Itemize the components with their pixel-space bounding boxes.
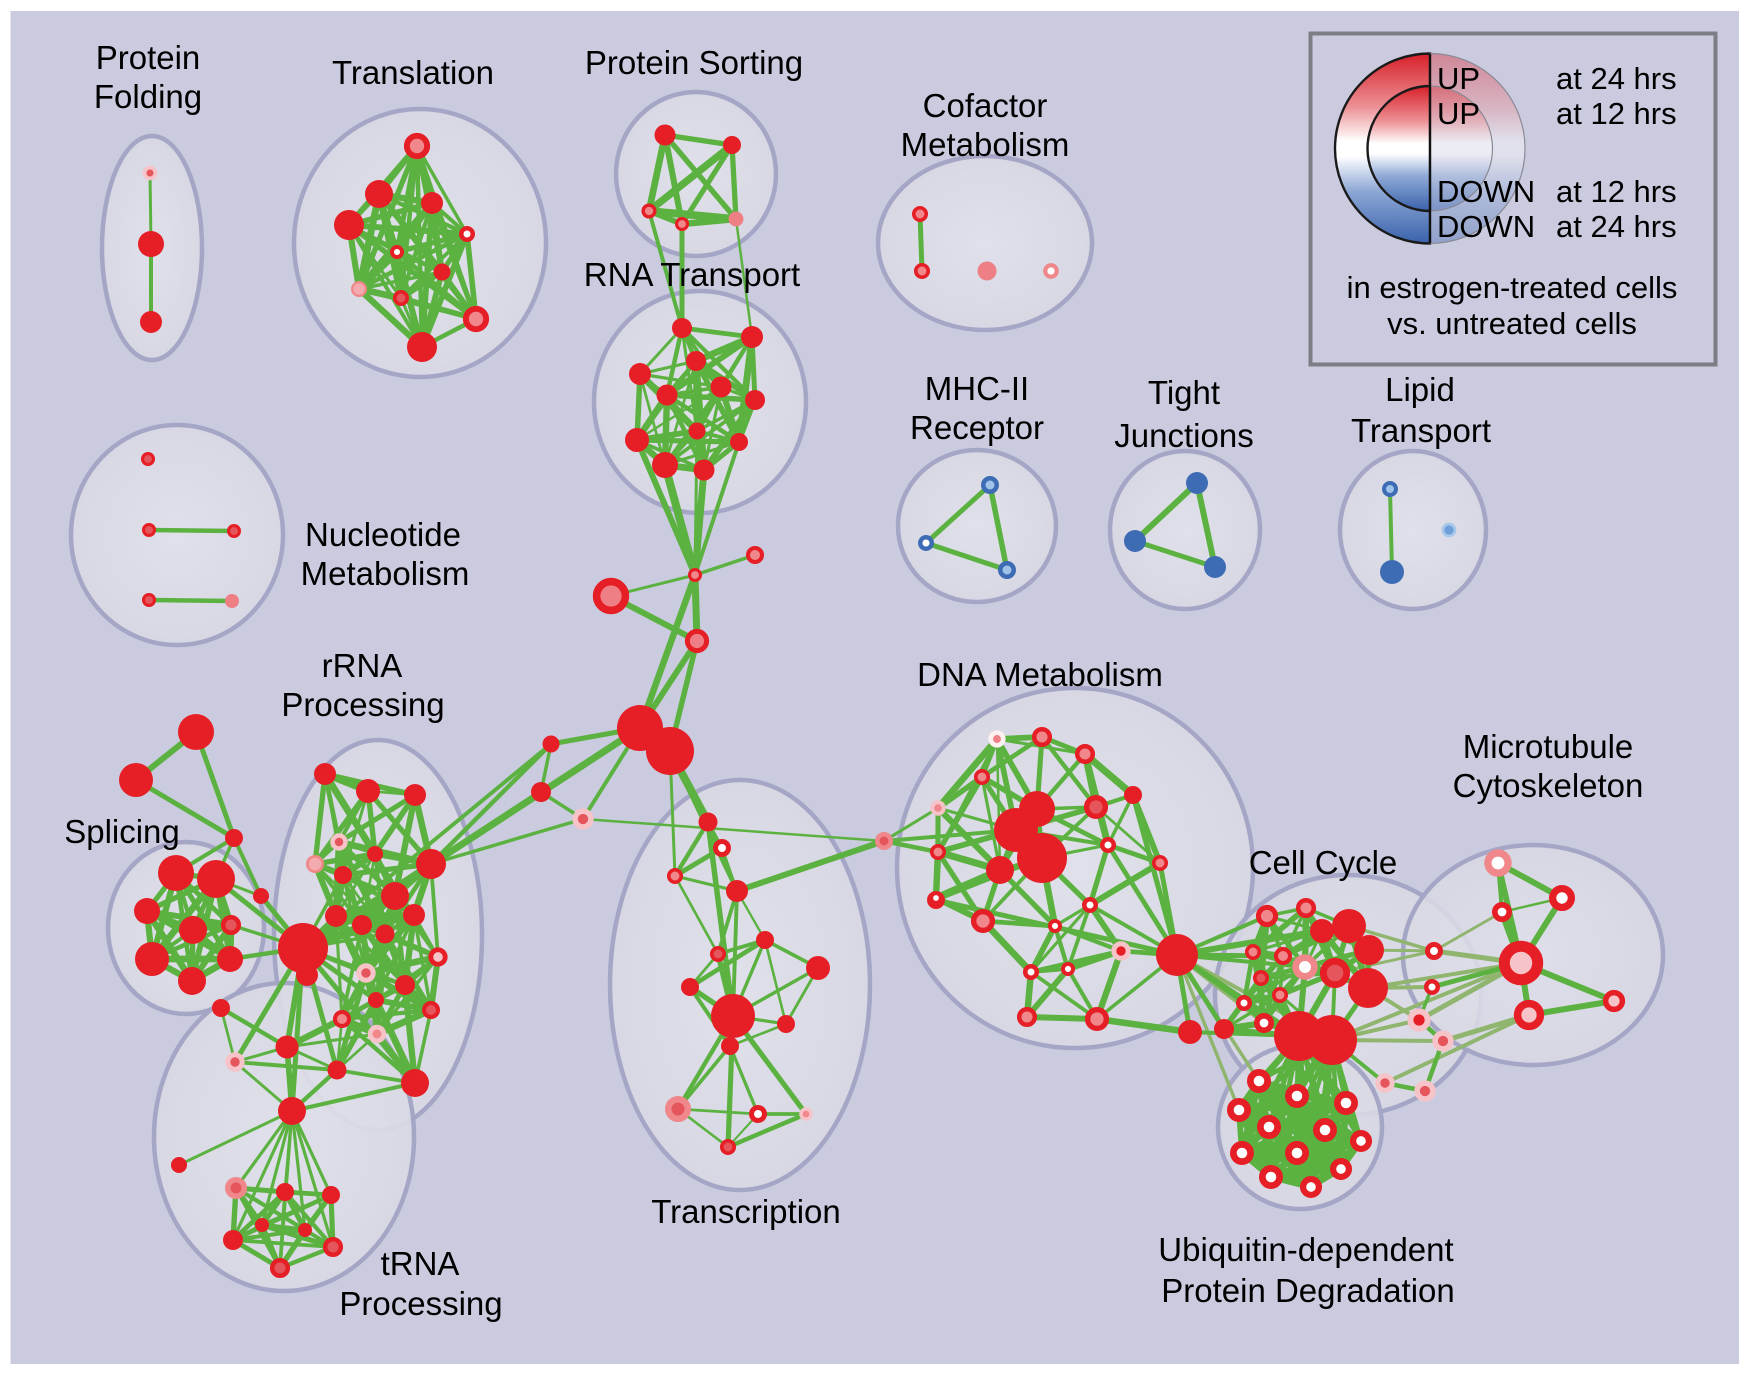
- svg-text:Protein Degradation: Protein Degradation: [1161, 1272, 1455, 1309]
- svg-text:UP: UP: [1437, 61, 1480, 96]
- svg-text:UP: UP: [1437, 96, 1480, 131]
- svg-text:Protein Sorting: Protein Sorting: [585, 44, 803, 81]
- svg-text:Tight: Tight: [1148, 374, 1220, 411]
- svg-text:Processing: Processing: [339, 1285, 502, 1322]
- svg-text:Folding: Folding: [94, 78, 202, 115]
- svg-text:Receptor: Receptor: [910, 409, 1044, 446]
- svg-text:Nucleotide: Nucleotide: [305, 516, 461, 553]
- svg-text:Processing: Processing: [281, 686, 444, 723]
- svg-text:Cytoskeleton: Cytoskeleton: [1453, 767, 1644, 804]
- svg-text:Protein: Protein: [96, 39, 201, 76]
- svg-text:DNA Metabolism: DNA Metabolism: [917, 656, 1163, 693]
- svg-text:vs. untreated cells: vs. untreated cells: [1387, 306, 1637, 341]
- svg-text:Microtubule: Microtubule: [1463, 728, 1634, 765]
- svg-text:Lipid: Lipid: [1385, 371, 1455, 408]
- svg-text:Junctions: Junctions: [1114, 417, 1253, 454]
- svg-text:RNA Transport: RNA Transport: [584, 256, 800, 293]
- svg-text:MHC-II: MHC-II: [925, 370, 1029, 407]
- svg-text:at 12 hrs: at 12 hrs: [1556, 96, 1677, 131]
- svg-text:Transport: Transport: [1351, 412, 1491, 449]
- svg-text:rRNA: rRNA: [322, 647, 403, 684]
- svg-text:DOWN: DOWN: [1437, 209, 1535, 244]
- svg-text:Translation: Translation: [332, 54, 494, 91]
- svg-text:Cofactor: Cofactor: [923, 87, 1048, 124]
- svg-text:DOWN: DOWN: [1437, 174, 1535, 209]
- svg-text:Splicing: Splicing: [64, 813, 180, 850]
- svg-text:Ubiquitin-dependent: Ubiquitin-dependent: [1158, 1231, 1453, 1268]
- svg-text:Transcription: Transcription: [651, 1193, 841, 1230]
- svg-text:tRNA: tRNA: [381, 1245, 460, 1282]
- svg-text:Cell Cycle: Cell Cycle: [1249, 844, 1398, 881]
- svg-text:at 12 hrs: at 12 hrs: [1556, 174, 1677, 209]
- svg-text:at 24 hrs: at 24 hrs: [1556, 61, 1677, 96]
- svg-text:in estrogen-treated cells: in estrogen-treated cells: [1347, 270, 1678, 305]
- svg-text:at 24 hrs: at 24 hrs: [1556, 209, 1677, 244]
- svg-text:Metabolism: Metabolism: [301, 555, 470, 592]
- svg-text:Metabolism: Metabolism: [901, 126, 1070, 163]
